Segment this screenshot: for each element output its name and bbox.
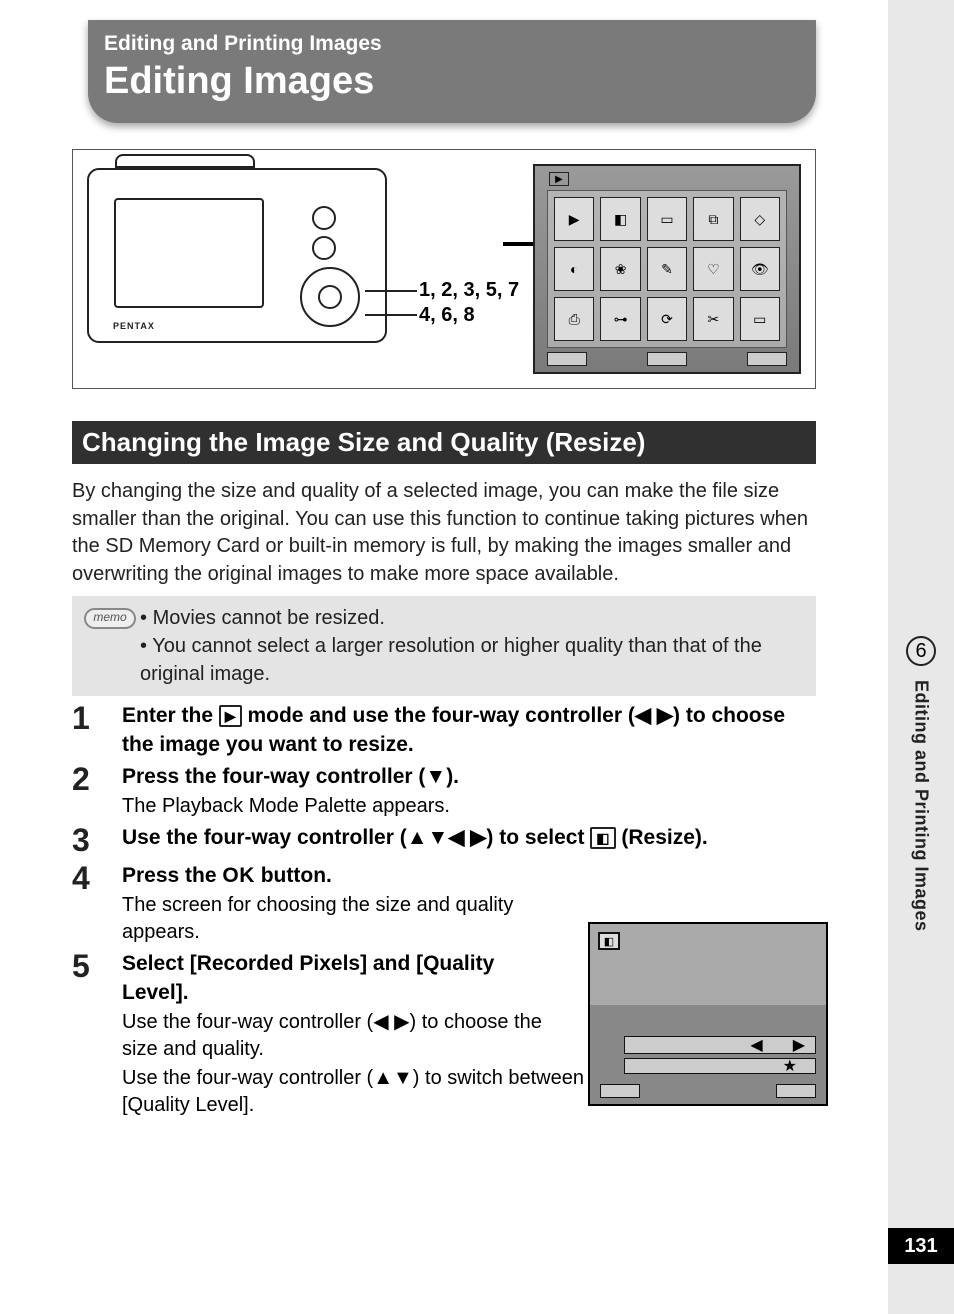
palette-icon: ✂ <box>693 297 733 341</box>
chapter-label: Editing and Printing Images <box>911 680 932 932</box>
thumb-footer-box <box>600 1084 640 1098</box>
page-title: Editing Images <box>104 60 796 103</box>
camera-illustration: PENTAX <box>87 162 407 372</box>
camera-brand-label: PENTAX <box>113 321 155 331</box>
play-icon: ▶ <box>549 172 569 186</box>
memo-icon: memo <box>80 604 140 688</box>
step-row: 2 Press the four-way controller (▼). The… <box>72 763 816 820</box>
lcd-resize-screenshot: ◧ ◀ ▶ ★ <box>588 922 828 1106</box>
palette-icon: ▭ <box>740 297 780 341</box>
diagram-label-2: 4, 6, 8 <box>419 303 519 328</box>
camera-diagram: PENTAX 1, 2, 3, 5, 7 4, 6, 8 OK ▼ ▶ ▶ ◧ <box>72 149 816 389</box>
recorded-pixels-bar: ◀ ▶ <box>624 1036 816 1054</box>
palette-icon: ▭ <box>647 197 687 241</box>
step-row: 3 Use the four-way controller (▲▼◀ ▶) to… <box>72 824 816 858</box>
lcd-palette-illustration: ▶ ▶ ◧ ▭ ⧉ ◇ ◐ ❀ ✎ ♡ 👁 ⎙ ⊶ ⟳ ✂ ▭ <box>533 164 801 374</box>
lcd-footer-mid-icon <box>647 352 687 366</box>
side-tab: 6 Editing and Printing Images 131 <box>888 0 954 1314</box>
lcd-footer-right-icon <box>747 352 787 366</box>
chapter-number: 6 <box>906 636 936 666</box>
play-mode-icon: ▶ <box>219 705 242 727</box>
right-arrow-icon: ▶ <box>793 1035 805 1055</box>
step-subtext: The screen for choosing the size and qua… <box>122 892 542 946</box>
step-number: 2 <box>72 763 122 820</box>
palette-icon: ◐ <box>554 247 594 291</box>
quality-level-bar: ★ <box>624 1058 816 1074</box>
step-row: 1 Enter the ▶ mode and use the four-way … <box>72 702 816 759</box>
manual-page: Editing and Printing Images Editing Imag… <box>0 0 888 1314</box>
breadcrumb: Editing and Printing Images <box>104 32 796 56</box>
palette-icon: ◇ <box>740 197 780 241</box>
step-heading: Use the four-way controller (▲▼◀ ▶) to s… <box>122 824 816 852</box>
step-number: 4 <box>72 862 122 946</box>
step-heading: Enter the ▶ mode and use the four-way co… <box>122 702 816 759</box>
diagram-step-labels: 1, 2, 3, 5, 7 4, 6, 8 <box>419 278 519 328</box>
memo-item: Movies cannot be resized. <box>140 604 808 632</box>
page-header: Editing and Printing Images Editing Imag… <box>88 20 816 123</box>
memo-note: memo Movies cannot be resized. You canno… <box>72 596 816 696</box>
star-icon: ★ <box>783 1056 797 1076</box>
thumb-footer-box <box>776 1084 816 1098</box>
step-number: 1 <box>72 702 122 759</box>
palette-icon: ◧ <box>600 197 640 241</box>
left-arrow-icon: ◀ <box>750 1035 762 1055</box>
palette-icon: 👁 <box>740 247 780 291</box>
step-heading: Press the OK button. <box>122 862 542 890</box>
palette-icon: ⧉ <box>693 197 733 241</box>
lcd-footer-left-icon <box>547 352 587 366</box>
play-icon: ◧ <box>598 932 620 950</box>
palette-icon: ⟳ <box>647 297 687 341</box>
step-heading: Press the four-way controller (▼). <box>122 763 816 791</box>
memo-item: You cannot select a larger resolution or… <box>140 632 808 688</box>
step-heading: Select [Recorded Pixels] and [Quality Le… <box>122 950 542 1007</box>
palette-icon: ❀ <box>600 247 640 291</box>
section-heading: Changing the Image Size and Quality (Res… <box>72 421 816 464</box>
palette-icon: ⎙ <box>554 297 594 341</box>
step-number: 5 <box>72 950 122 1119</box>
palette-icon: ♡ <box>693 247 733 291</box>
diagram-label-1: 1, 2, 3, 5, 7 <box>419 278 519 303</box>
page-number: 131 <box>888 1228 954 1264</box>
step-subtext: Use the four-way controller (◀ ▶) to cho… <box>122 1009 562 1063</box>
palette-icon: ⊶ <box>600 297 640 341</box>
section-intro: By changing the size and quality of a se… <box>72 478 816 588</box>
step-subtext: The Playback Mode Palette appears. <box>122 793 816 820</box>
resize-icon: ◧ <box>590 827 615 849</box>
step-number: 3 <box>72 824 122 858</box>
palette-icon: ▶ <box>554 197 594 241</box>
palette-icon: ✎ <box>647 247 687 291</box>
